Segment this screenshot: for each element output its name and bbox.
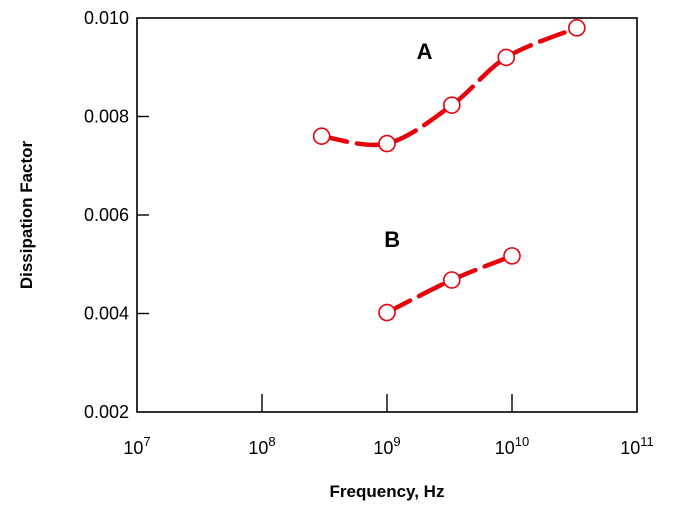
data-point-b	[378, 303, 396, 322]
y-axis-title: Dissipation Factor	[17, 140, 36, 289]
data-point-a	[443, 96, 461, 114]
plot-frame	[136, 17, 638, 413]
series-points	[312, 19, 586, 322]
x-tick-label: 107	[123, 434, 150, 458]
x-axis-title: Frequency, Hz	[330, 482, 445, 501]
series-line-a	[319, 25, 580, 148]
data-point-a	[568, 19, 586, 37]
y-tick-label: 0.004	[84, 304, 129, 324]
data-point-a	[497, 48, 516, 67]
x-tick-label: 108	[248, 434, 275, 458]
x-tick-label: 1011	[620, 434, 654, 458]
y-tick-label: 0.006	[84, 205, 129, 225]
data-point-b	[503, 247, 521, 265]
y-tick-label: 0.002	[84, 402, 129, 422]
series-curves	[319, 25, 580, 315]
data-point-b	[443, 271, 461, 289]
series-label-a: A	[417, 39, 433, 64]
series-label-b: B	[384, 227, 400, 252]
y-tick-label: 0.008	[84, 107, 129, 127]
y-tick-label: 0.010	[84, 8, 129, 28]
data-point-a	[378, 134, 396, 153]
x-tick-label: 109	[373, 434, 400, 458]
y-axis: 0.002 0.004 0.006 0.008 0.010	[84, 8, 149, 422]
x-axis: 107 108 109 1010 1011	[123, 394, 654, 458]
data-point-a	[312, 127, 331, 145]
series-labels: AB	[384, 39, 432, 252]
x-tick-label: 1010	[495, 434, 530, 458]
